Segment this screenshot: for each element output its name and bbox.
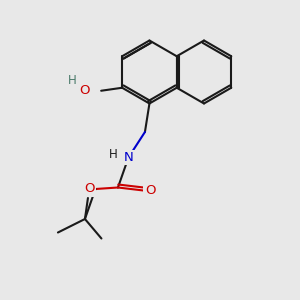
Text: O: O	[84, 182, 95, 196]
Text: H: H	[68, 74, 76, 87]
Text: O: O	[80, 84, 90, 97]
Text: O: O	[145, 184, 155, 197]
Text: H: H	[109, 148, 118, 161]
Text: N: N	[124, 151, 133, 164]
